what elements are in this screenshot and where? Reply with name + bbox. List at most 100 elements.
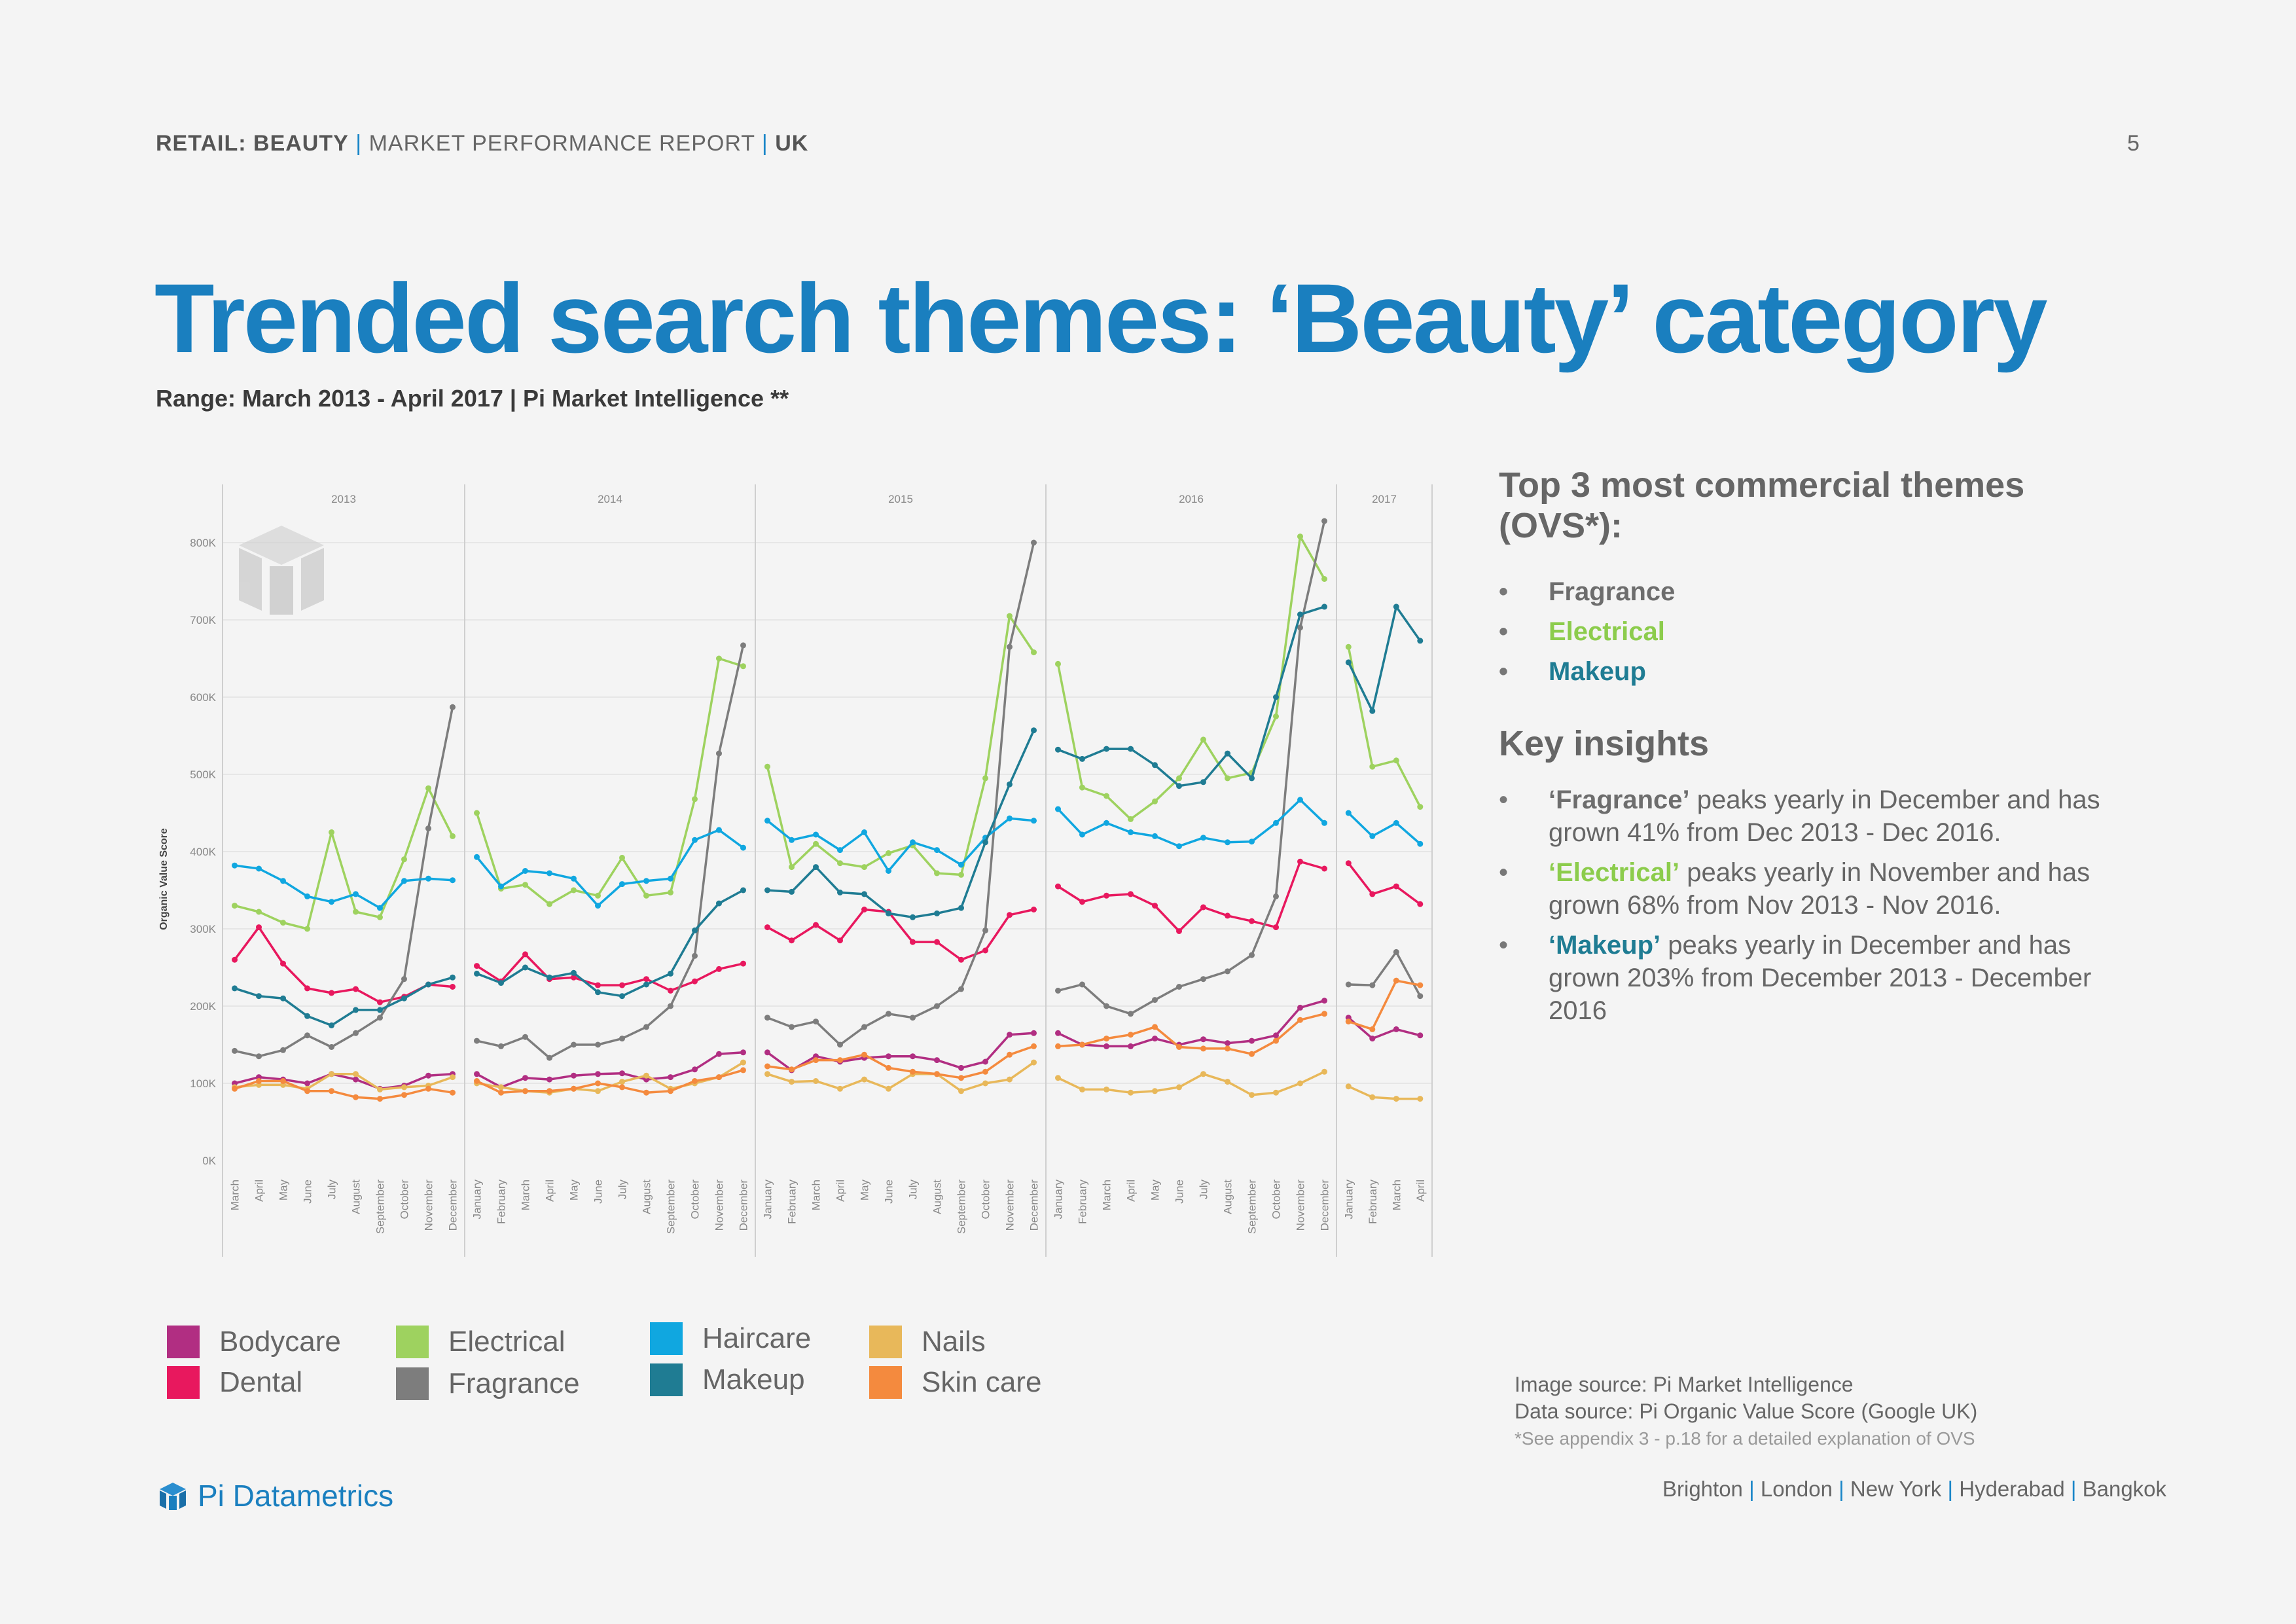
header-report-name: MARKET PERFORMANCE REPORT [368,131,755,156]
data-point [571,1072,577,1079]
data-point [1345,1083,1352,1090]
data-point [1273,694,1279,700]
pi-logo-icon [160,1483,186,1510]
bullet-icon: • [1499,931,1509,960]
data-point [910,939,916,945]
city-name: Bangkok [2082,1477,2167,1501]
data-point [1225,1040,1230,1047]
data-point [1128,816,1134,822]
data-point [377,905,383,911]
data-point [1393,1096,1399,1102]
data-point [619,1036,625,1042]
data-point [668,987,673,994]
series-line [766,908,1034,961]
data-point [474,1071,480,1077]
x-tick-label: July [1198,1180,1210,1200]
x-tick-label: April [834,1180,847,1202]
series-line [1348,812,1421,845]
x-tick-label: March [810,1180,823,1210]
image-source: Image source: Pi Market Intelligence [1515,1373,1854,1396]
data-point [498,1089,504,1096]
x-tick-label: May [859,1180,871,1201]
data-point [789,937,795,944]
data-point [1007,912,1013,918]
data-point [571,887,577,893]
data-point [1007,1051,1013,1058]
data-point [861,1024,867,1030]
data-point [595,903,601,909]
data-point [304,893,310,899]
data-point [619,993,625,1000]
series-line [1058,520,1326,1015]
x-tick-label: September [374,1180,387,1234]
data-point [450,1089,456,1096]
data-point [304,1013,310,1019]
data-point [498,1043,504,1049]
data-point [450,974,456,981]
data-point [668,875,673,882]
data-point [450,833,456,839]
data-point [1345,1019,1352,1025]
data-point [547,870,552,876]
x-tick-label: May [568,1180,581,1201]
data-point [1273,820,1279,826]
data-point [1007,613,1013,619]
source-notes: Image source: Pi Market Intelligence Dat… [1515,1371,1977,1452]
data-point [910,839,916,846]
data-point [643,976,649,983]
legend-label: Fragrance [448,1367,580,1399]
x-tick-label: March [1390,1180,1403,1210]
data-point [716,827,722,833]
data-point [1273,1038,1279,1044]
legend-item: Haircare [650,1322,811,1355]
data-point [958,861,964,868]
data-point [813,1078,819,1084]
data-point [1393,1026,1399,1032]
data-point [1079,981,1085,988]
data-point [692,1066,698,1073]
data-point [740,844,746,851]
data-point [1369,982,1376,988]
data-point [716,1074,722,1081]
data-point [280,920,286,926]
data-point [256,924,262,931]
data-point [1321,998,1327,1004]
data-point [1369,763,1376,770]
data-point [1417,993,1424,1000]
x-tick-label: January [1342,1180,1355,1219]
data-point [1345,981,1352,988]
data-point [256,865,262,872]
data-point [1103,1036,1109,1042]
data-point [934,1057,940,1064]
data-point [740,1059,746,1066]
data-point [982,947,988,954]
data-point [789,864,795,871]
panel-year-label: 2017 [1372,493,1397,505]
data-point [1321,865,1327,872]
data-point [668,1088,673,1094]
data-point [1297,797,1303,803]
data-point [425,785,431,791]
bullet-icon: • [1499,858,1509,887]
data-point [1055,660,1061,667]
data-point [1152,833,1158,839]
data-point [982,839,988,846]
data-point [910,1068,916,1075]
data-point [837,937,843,944]
data-point [595,1088,601,1094]
series-line [1057,799,1325,848]
data-point [1297,533,1303,540]
data-point [1393,604,1399,610]
data-point [668,1003,673,1009]
data-point [958,956,964,963]
y-tick-label: 0K [202,1155,216,1167]
data-point [861,829,867,835]
x-tick-label: February [1077,1180,1089,1225]
data-point [789,1024,795,1030]
page-subtitle: Range: March 2013 - April 2017 | Pi Mark… [156,385,789,412]
data-point [377,999,383,1005]
data-point [958,1075,964,1081]
data-point [1225,1079,1230,1085]
series-line [1348,1085,1420,1100]
data-point [474,854,480,860]
